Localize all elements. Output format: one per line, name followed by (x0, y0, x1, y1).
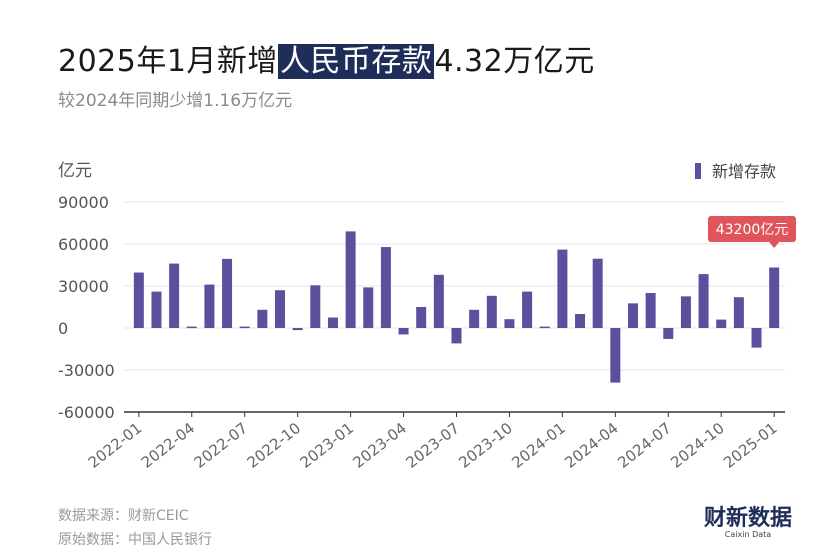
bar-2024-03 (592, 258, 603, 328)
callout-text: 43200亿元 (716, 222, 789, 238)
bar-2024-04 (610, 328, 621, 383)
bar-2023-06 (433, 274, 444, 328)
x-tick-label: 2024-01 (508, 419, 568, 472)
y-tick-label: 60000 (58, 235, 109, 254)
y-tick-label: -60000 (58, 403, 115, 422)
bar-2023-04 (398, 328, 409, 335)
x-tick-label: 2024-07 (614, 419, 674, 472)
bar-2024-07 (663, 328, 674, 339)
x-tick-label: 2025-01 (720, 419, 780, 472)
bar-2022-04 (186, 326, 197, 329)
title-highlight: 人民币存款 (277, 44, 435, 79)
x-tick-label: 2023-04 (350, 419, 410, 472)
bar-2024-11 (733, 297, 744, 328)
bar-2024-12 (751, 328, 762, 348)
brand-logo: 财新数据 Caixin Data (704, 508, 792, 540)
bar-2022-09 (275, 290, 286, 328)
bar-2025-01 (769, 267, 780, 328)
bar-2023-05 (416, 307, 427, 328)
y-axis-label: 亿元 (58, 161, 92, 181)
chart-subtitle: 较2024年同期少增1.16万亿元 (58, 91, 293, 111)
bar-2024-08 (680, 296, 691, 328)
callout-box (708, 216, 796, 242)
title-suffix: 4.32万亿元 (434, 44, 595, 79)
bar-2022-08 (257, 309, 268, 328)
brand-name: 财新数据 (703, 506, 792, 531)
y-tick-label: 0 (58, 319, 68, 338)
y-tick-label: -30000 (58, 361, 115, 380)
bar-2022-07 (239, 326, 250, 329)
x-tick-label: 2022-10 (244, 419, 304, 472)
bar-2023-10 (504, 319, 515, 328)
bar-2022-01 (133, 272, 144, 328)
brand-sub: Caixin Data (724, 530, 772, 539)
bar-2023-02 (363, 287, 374, 328)
x-tick-label: 2024-04 (561, 419, 621, 472)
legend-label: 新增存款 (712, 162, 776, 181)
raw-data-source: 原始数据：中国人民银行 (58, 532, 212, 548)
x-tick-label: 2024-10 (667, 419, 727, 472)
bar-2022-06 (222, 258, 233, 328)
bar-2024-05 (627, 303, 638, 328)
bar-2024-10 (716, 319, 727, 328)
x-tick-label: 2022-07 (191, 419, 251, 472)
callout-pointer (769, 242, 780, 248)
bar-2023-01 (345, 231, 356, 328)
data-source: 数据来源：财新CEIC (58, 508, 189, 524)
bar-2023-09 (486, 295, 497, 328)
x-tick-label: 2023-01 (297, 419, 357, 472)
bar-2024-09 (698, 274, 709, 328)
bar-2023-12 (539, 326, 550, 329)
bar-2022-12 (327, 317, 338, 328)
x-tick-label: 2023-07 (402, 419, 462, 472)
y-tick-label: 90000 (58, 193, 109, 212)
bar-2023-03 (380, 247, 391, 328)
bar-2024-06 (645, 293, 656, 328)
bar-2023-11 (522, 291, 533, 328)
bar-2023-08 (469, 309, 480, 328)
bar-2022-02 (151, 291, 162, 328)
y-tick-label: 30000 (58, 277, 109, 296)
bar-2022-03 (169, 263, 180, 328)
bar-2022-11 (310, 285, 321, 328)
x-tick-label: 2023-10 (455, 419, 515, 472)
bar-2023-07 (451, 328, 462, 344)
x-tick-label: 2022-01 (85, 419, 145, 472)
bar-2024-02 (575, 314, 586, 328)
title-prefix: 2025年1月新增 (58, 44, 278, 79)
bar-2022-05 (204, 284, 215, 328)
chart-title: 2025年1月新增人民币存款4.32万亿元 (58, 36, 595, 80)
legend-swatch (695, 163, 701, 179)
x-tick-label: 2022-04 (138, 419, 198, 472)
bar-2022-10 (292, 328, 303, 331)
bar-2024-01 (557, 249, 568, 328)
